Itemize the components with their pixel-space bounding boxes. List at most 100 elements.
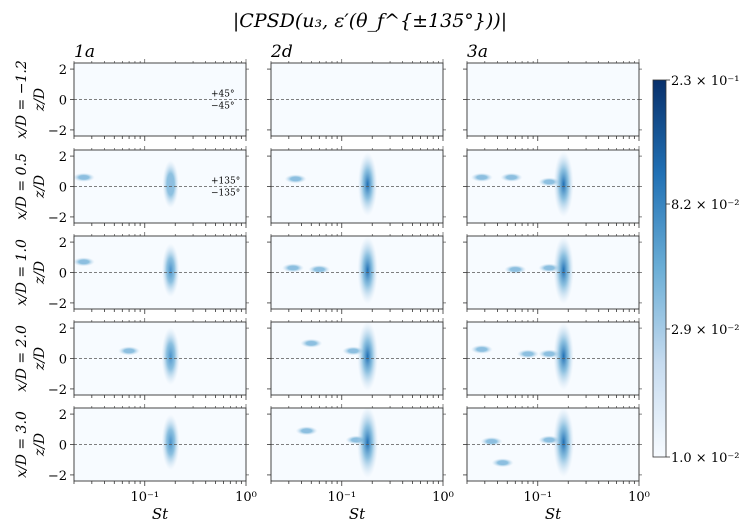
spectral-peak (553, 151, 574, 218)
panel-r2-c2 (463, 232, 642, 314)
spectral-peak (357, 322, 379, 392)
y-axis-label: z/D (32, 88, 48, 112)
row-label: x/D = 1.0 (14, 239, 30, 306)
row-label: x/D = 0.5 (14, 153, 30, 220)
secondary-feature (118, 346, 141, 356)
panel-r1-c1 (267, 146, 446, 228)
panel-r3-c2 (463, 318, 642, 400)
secondary-feature (491, 458, 514, 468)
spectral-peak (357, 152, 378, 217)
secondary-feature (300, 338, 323, 348)
x-tick-label: 10⁰ (235, 490, 257, 505)
panel-content (282, 236, 378, 305)
y-axis-label: z/D (32, 261, 48, 285)
spectral-peak (553, 322, 574, 391)
y-tick-label: −2 (48, 211, 67, 226)
spectral-peak (161, 327, 180, 386)
panel-content (470, 322, 574, 391)
spectral-peak (162, 160, 179, 209)
x-tick-label: 10⁰ (628, 490, 650, 505)
panel-content (74, 160, 179, 209)
panel-r0-c2: 3a (463, 42, 642, 141)
colorbar-tick-label: 1.0 × 10⁻² (671, 451, 739, 466)
annotation-upper: +135° (211, 177, 240, 187)
column-title: 2d (270, 42, 293, 62)
spectral-peak (357, 408, 379, 479)
secondary-feature (516, 349, 539, 359)
column-title: 1a (74, 42, 95, 62)
column-title: 3a (467, 42, 488, 62)
annotation-lower: −135° (211, 189, 240, 199)
secondary-feature (295, 426, 318, 436)
secondary-feature (74, 257, 95, 267)
y-axis-label: z/D (32, 433, 48, 457)
y-tick-label: −2 (48, 469, 67, 484)
y-tick-label: 2 (59, 150, 67, 165)
panel-r0-c0: 2 0 −2 1a x/D = −1.2 z/D +45° −45° (14, 42, 249, 141)
row-label: x/D = 3.0 (14, 411, 30, 478)
panel-content (118, 327, 180, 386)
spectral-peak (553, 408, 575, 478)
panel-r3-c1 (267, 318, 446, 400)
panel-r2-c0: 2 0 −2 x/D = 1.0 z/D (14, 232, 249, 314)
panel-r4-c2: 10⁻¹ 10⁰ St (463, 404, 650, 523)
panel-content (300, 322, 379, 392)
panel-r4-c0: 2 0 −2 10⁻¹ 10⁰ St x/D = 3.0 z/D (14, 404, 257, 523)
colorbar: 2.3 × 10⁻¹ 8.2 × 10⁻² 2.9 × 10⁻² 1.0 × 10⁻² (652, 74, 739, 466)
y-tick-label: 0 (59, 94, 67, 109)
colorbar-tick-label: 2.9 × 10⁻² (671, 323, 739, 338)
panel-r4-c1: 10⁻¹ 10⁰ St (267, 404, 454, 523)
secondary-feature (282, 263, 305, 273)
y-tick-label: −2 (48, 383, 67, 398)
row-label: x/D = −1.2 (14, 60, 30, 139)
y-tick-label: 2 (59, 408, 67, 423)
x-axis-label: St (152, 505, 169, 523)
panel-r1-c2 (463, 146, 642, 228)
colorbar-ticks: 2.3 × 10⁻¹ 8.2 × 10⁻² 2.9 × 10⁻² 1.0 × 10⁻² (666, 74, 739, 466)
annotation-upper: +45° (211, 90, 235, 100)
y-axis-label: z/D (32, 175, 48, 199)
x-axis-label: St (545, 505, 562, 523)
spectral-peak (553, 236, 574, 305)
secondary-feature (470, 172, 493, 182)
y-tick-label: 0 (59, 439, 67, 454)
y-tick-label: 0 (59, 353, 67, 368)
panel-content (470, 151, 574, 218)
secondary-feature (504, 264, 527, 274)
y-tick-label: 2 (59, 322, 67, 337)
secondary-feature (500, 172, 523, 182)
figure-title: |CPSD(u₃, ε′(θ_f^{±135°}))| (233, 10, 507, 32)
panel-content (161, 414, 180, 471)
y-tick-label: 0 (59, 267, 67, 282)
y-tick-label: 0 (59, 181, 67, 196)
secondary-feature (470, 344, 493, 354)
secondary-feature (284, 174, 307, 184)
secondary-feature (480, 436, 503, 446)
y-axis-label: z/D (32, 347, 48, 371)
spectral-peak (161, 414, 180, 471)
panel-content (295, 408, 379, 479)
secondary-feature (308, 264, 331, 274)
x-tick-label: 10⁻¹ (523, 490, 552, 505)
colorbar-gradient (652, 79, 667, 458)
x-axis-label: St (349, 505, 366, 523)
row-label: x/D = 2.0 (14, 325, 30, 392)
x-tick-label: 10⁻¹ (327, 490, 356, 505)
spectral-peak (357, 236, 378, 305)
panel-r1-c0: 2 0 −2 x/D = 0.5 z/D +135° −135° (14, 146, 249, 228)
panel-content (504, 236, 574, 305)
secondary-feature (74, 172, 95, 182)
colorbar-tick-label: 8.2 × 10⁻² (671, 198, 739, 213)
panel-content (480, 408, 575, 478)
y-tick-label: −2 (48, 124, 67, 139)
annotation-lower: −45° (211, 102, 235, 112)
y-tick-label: −2 (48, 297, 67, 312)
panel-r0-c1: 2d (267, 42, 446, 141)
colorbar-tick-label: 2.3 × 10⁻¹ (671, 74, 739, 89)
panel-r3-c0: 2 0 −2 x/D = 2.0 z/D (14, 318, 249, 400)
panel-content (284, 152, 378, 217)
x-tick-label: 10⁻¹ (130, 490, 159, 505)
panel-r2-c1 (267, 232, 446, 314)
